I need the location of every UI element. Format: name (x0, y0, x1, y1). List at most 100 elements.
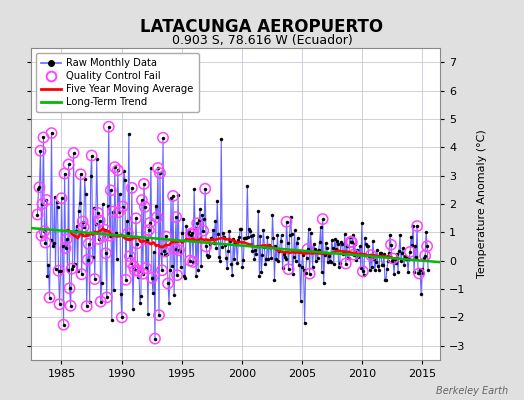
Point (102, 250, 110, 256)
Point (37, 232, 46, 239)
Point (285, 266, 293, 272)
Point (139, 270, 147, 277)
Point (132, 215, 140, 222)
Point (84, 240, 93, 247)
Point (155, 312, 163, 318)
Point (389, 255, 397, 262)
Point (305, 270, 314, 277)
Point (124, 230, 132, 236)
Point (129, 264, 138, 270)
Point (40, 228, 49, 234)
Point (173, 272, 181, 278)
Point (69, 150, 78, 156)
Point (188, 230, 196, 236)
Point (59, 322, 68, 328)
Point (101, 227, 109, 233)
Point (106, 187, 115, 194)
Point (159, 134, 167, 141)
Point (342, 260, 350, 267)
Point (56, 301, 64, 308)
Point (126, 253, 134, 260)
Point (83, 256, 92, 263)
Point (78, 271, 86, 278)
Point (105, 232, 114, 239)
Point (346, 239, 355, 245)
Point (138, 197, 146, 203)
Point (133, 240, 141, 247)
Point (47, 130, 56, 136)
Point (100, 233, 108, 239)
Point (158, 267, 166, 274)
Point (45, 294, 53, 301)
Point (201, 186, 210, 192)
Point (66, 285, 74, 292)
Point (282, 219, 291, 225)
Point (193, 220, 201, 226)
Point (103, 294, 111, 300)
Point (118, 203, 127, 210)
Point (38, 201, 47, 207)
Point (111, 164, 119, 170)
Point (169, 193, 177, 199)
Point (199, 228, 208, 234)
Point (93, 210, 102, 216)
Point (175, 247, 183, 253)
Point (82, 303, 91, 310)
Point (41, 239, 50, 246)
Point (54, 268, 63, 274)
Point (172, 214, 180, 220)
Point (61, 245, 70, 251)
Point (406, 249, 414, 255)
Point (135, 268, 143, 274)
Point (164, 280, 172, 287)
Point (145, 227, 153, 233)
Point (154, 165, 162, 171)
Point (423, 243, 431, 250)
Point (141, 265, 150, 271)
Point (153, 214, 161, 220)
Point (62, 236, 71, 242)
Point (347, 239, 356, 245)
Point (160, 248, 168, 255)
Point (413, 223, 421, 229)
Point (68, 266, 76, 272)
Point (350, 252, 358, 258)
Text: Berkeley Earth: Berkeley Earth (436, 386, 508, 396)
Point (80, 224, 88, 230)
Point (202, 243, 210, 250)
Point (36, 148, 45, 154)
Point (33, 211, 41, 218)
Point (303, 246, 312, 252)
Point (42, 197, 51, 203)
Point (96, 298, 105, 305)
Point (415, 270, 423, 277)
Point (143, 237, 151, 243)
Point (162, 233, 170, 240)
Point (186, 258, 194, 264)
Point (146, 220, 154, 226)
Point (88, 152, 96, 159)
Point (35, 184, 43, 190)
Point (319, 216, 327, 222)
Point (57, 195, 66, 202)
Point (108, 208, 117, 215)
Point (60, 170, 69, 177)
Point (387, 242, 395, 248)
Point (91, 276, 99, 282)
Point (130, 267, 139, 274)
Point (148, 275, 156, 281)
Y-axis label: Temperature Anomaly (°C): Temperature Anomaly (°C) (477, 130, 487, 278)
Point (187, 232, 195, 238)
Point (67, 303, 75, 309)
Point (358, 268, 367, 275)
Point (95, 218, 104, 224)
Point (127, 260, 135, 266)
Point (94, 236, 103, 242)
Point (367, 252, 375, 258)
Point (151, 335, 159, 342)
Point (189, 259, 198, 265)
Point (39, 134, 48, 141)
Point (114, 167, 122, 174)
Point (79, 218, 87, 225)
Point (128, 185, 136, 191)
